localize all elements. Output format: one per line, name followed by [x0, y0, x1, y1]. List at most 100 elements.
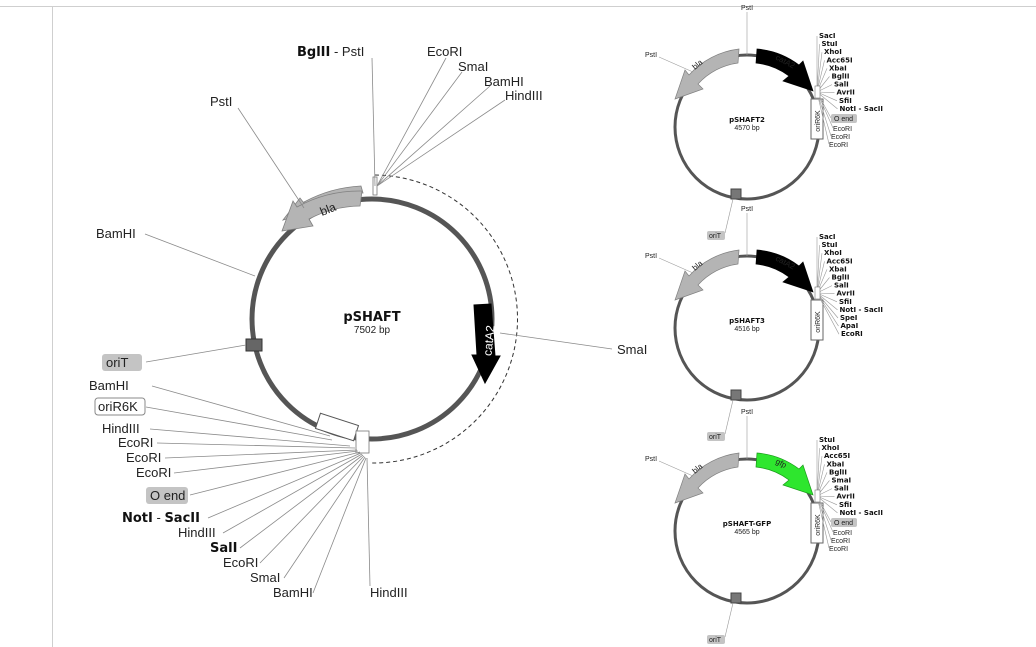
- lead-bglii: [371, 57, 376, 187]
- orit-label-box: [102, 354, 142, 371]
- pg-psti-top: PstI: [741, 409, 753, 416]
- p3-mcs-4: XbaI: [829, 265, 847, 273]
- p3-psti-left: PstI: [645, 253, 657, 260]
- site-smai-2: SmaI: [250, 570, 280, 585]
- p2-mcs-6: SalI: [834, 81, 849, 89]
- site-bglii-psti: BglII - PstI: [297, 44, 364, 60]
- site-ecori-top: EcoRI: [427, 44, 462, 59]
- pg-mcs-5: SmaI: [832, 477, 852, 485]
- p2-mcs-tick: [814, 85, 821, 99]
- p3-mcs-1: StuI: [822, 241, 838, 249]
- site-hindiii-bottom: HindIII: [370, 585, 408, 600]
- lead-smai-right: [499, 332, 613, 350]
- p2-mcs-2: XhoI: [824, 48, 842, 56]
- pg-mcs-8: SfiI: [839, 501, 852, 509]
- pg-mcs-9: NotI - SacII: [840, 509, 884, 517]
- site-bamhi-3: BamHI: [273, 585, 313, 600]
- p2-psti-left: PstI: [645, 52, 657, 59]
- p2-mcs-4: XbaI: [829, 64, 847, 72]
- p3-mcs-6: SalI: [834, 282, 849, 290]
- p2-mcs-7: AvrII: [837, 89, 855, 97]
- site-smai-right: SmaI: [617, 342, 647, 357]
- pg-orit-box: [707, 635, 725, 644]
- pg-orit-label: oriT: [709, 637, 722, 644]
- site-hindiii-top: HindIII: [505, 88, 543, 103]
- lead-hindiii-top: [376, 99, 506, 187]
- p2-mcs-3: Acc65I: [827, 56, 853, 64]
- main-bla-arrow[interactable]: [281, 190, 363, 232]
- pg-mcs-1: XhoI: [822, 444, 840, 452]
- p3-orit-box: [707, 432, 725, 441]
- main-orit-marker[interactable]: [245, 338, 263, 352]
- p3-orir6k-box[interactable]: [810, 299, 824, 341]
- main-plasmid-name: pSHAFT: [343, 310, 400, 325]
- p3-mcs-7: AvrII: [837, 290, 855, 298]
- pg-psti-left: PstI: [645, 456, 657, 463]
- p2-after-0: EcoRI: [833, 126, 852, 133]
- p2-size: 4570 bp: [734, 125, 759, 132]
- p2-mcs-8: SfiI: [839, 97, 852, 105]
- p3-bla-arrow[interactable]: [674, 249, 740, 301]
- main-orir6k-marker[interactable]: [314, 412, 360, 442]
- p2-orit-marker[interactable]: [730, 188, 742, 200]
- pg-orit-marker[interactable]: [730, 592, 742, 604]
- p2-orit-label: oriT: [709, 233, 722, 240]
- p3-orit-label: oriT: [709, 434, 722, 441]
- pg-oend-box: [831, 518, 857, 527]
- p3-name: pSHAFT3: [729, 317, 765, 325]
- p2-orit-box: [707, 231, 725, 240]
- lead-bamhi-top: [376, 85, 491, 187]
- pg-after-1: EcoRI: [831, 538, 850, 545]
- pg-mcs-2: Acc65I: [824, 452, 850, 460]
- p3-cat-arrow[interactable]: [755, 249, 814, 293]
- p2-cat-arrow[interactable]: [755, 48, 814, 92]
- p3-mcs-10: SpeI: [840, 314, 857, 322]
- pg-gfp-arrow[interactable]: [755, 452, 814, 496]
- p2-bla-arrow[interactable]: [674, 48, 740, 100]
- p3-orit-marker[interactable]: [730, 389, 742, 401]
- p3-mcs-12: EcoRI: [841, 330, 863, 338]
- p3-orir6k-label: oriR6K: [815, 311, 822, 333]
- site-hindiii-2: HindIII: [102, 421, 140, 436]
- pg-bla-arrow[interactable]: [674, 452, 740, 504]
- pg-oend-label: O end: [834, 520, 853, 527]
- main-cata2-arrow[interactable]: [471, 303, 501, 385]
- pg-size: 4565 bp: [734, 529, 759, 536]
- lead-ecori-top: [376, 57, 447, 187]
- pg-after-0: EcoRI: [833, 530, 852, 537]
- main-mcs-ticks: [355, 430, 370, 454]
- orit-label: oriT: [106, 355, 128, 370]
- pg-mcs-7: AvrII: [837, 493, 855, 501]
- p2-orir6k-label: oriR6K: [815, 110, 822, 132]
- lead-bamhi-left: [144, 233, 256, 277]
- oend-label: O end: [150, 488, 185, 503]
- p3-mcs-tick: [814, 286, 821, 300]
- site-psti-left: PstI: [210, 94, 232, 109]
- p3-mcs-5: BglII: [832, 274, 850, 282]
- p2-after-2: EcoRI: [829, 142, 848, 149]
- lead-orit: [145, 344, 247, 363]
- site-sali: SalI: [210, 541, 237, 556]
- lead-psti-left: [237, 107, 305, 209]
- p2-mcs-5: BglII: [832, 73, 850, 81]
- p3-mcs-0: SacI: [819, 233, 836, 241]
- main-bla-label: bla: [318, 200, 338, 219]
- site-bamhi-top: BamHI: [484, 74, 524, 89]
- pg-after-2: EcoRI: [829, 546, 848, 553]
- p2-mcs-9: NotI - SacII: [840, 105, 884, 113]
- pg-mcs-6: SalI: [834, 485, 849, 493]
- p3-mcs-11: ApaI: [841, 322, 859, 330]
- p3-mcs-3: Acc65I: [827, 257, 853, 265]
- site-ecori-3: EcoRI: [126, 450, 161, 465]
- pg-orir6k-label: oriR6K: [815, 514, 822, 536]
- main-plasmid-map: bla catA2 pSHAFT 7502 bp: [89, 44, 647, 600]
- p2-mcs-1: StuI: [822, 40, 838, 48]
- pg-mcs-tick: [814, 489, 821, 503]
- site-bamhi-2: BamHI: [89, 378, 129, 393]
- main-plasmid-size: 7502 bp: [354, 325, 391, 336]
- site-ecori-2: EcoRI: [118, 435, 153, 450]
